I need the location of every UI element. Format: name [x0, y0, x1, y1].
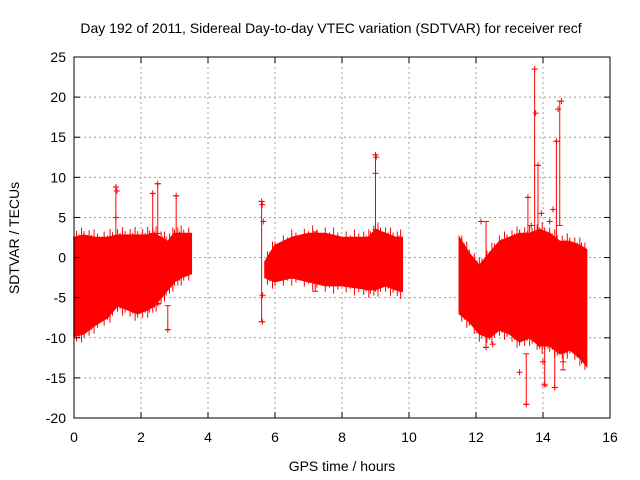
data-point: [478, 218, 485, 225]
data-point: [372, 170, 379, 177]
y-axis-label: SDTVAR / TECUs: [6, 182, 22, 294]
data-point: [550, 206, 557, 213]
data-point: [173, 192, 180, 199]
data-point: [545, 342, 552, 349]
data-point: [553, 138, 560, 145]
x-tick-label: 8: [338, 429, 346, 445]
data-point: [523, 401, 530, 408]
data-point: [536, 342, 543, 349]
data-point: [563, 346, 570, 353]
data-point: [560, 358, 567, 365]
x-tick-label: 0: [70, 429, 78, 445]
data-point: [154, 180, 161, 187]
x-tick-label: 10: [401, 429, 417, 445]
y-tick-labels: -20 -15 -10 -5 0 5 10 15 20 25: [46, 49, 66, 426]
x-tick-label: 16: [602, 429, 618, 445]
y-tick-label: -5: [54, 290, 67, 306]
data-point: [555, 106, 562, 113]
data-point: [112, 183, 119, 190]
data-point: [524, 194, 531, 201]
data-point: [516, 369, 523, 376]
data-point: [373, 154, 380, 161]
data-point: [558, 98, 565, 105]
data-point: [528, 222, 535, 229]
data-point: [489, 341, 496, 348]
data-point: [534, 162, 541, 169]
data-point: [531, 66, 538, 73]
y-tick-label: 20: [50, 89, 66, 105]
chart-title: Day 192 of 2011, Sidereal Day-to-day VTE…: [80, 20, 581, 36]
y-tick-label: -20: [46, 410, 66, 426]
y-tick-label: 0: [58, 250, 66, 266]
x-tick-label: 6: [271, 429, 279, 445]
data-point: [538, 210, 545, 217]
data-point: [259, 292, 266, 299]
x-tick-label: 4: [204, 429, 212, 445]
data-point: [541, 381, 548, 388]
data-layer: [73, 66, 588, 408]
y-tick-label: 10: [50, 169, 66, 185]
data-point: [532, 110, 539, 117]
x-tick-label: 12: [468, 429, 484, 445]
data-point: [164, 326, 171, 333]
data-point: [521, 234, 528, 241]
y-tick-label: -10: [46, 330, 66, 346]
data-point: [546, 218, 553, 225]
x-tick-label: 2: [137, 429, 145, 445]
data-point: [112, 214, 119, 221]
data-point: [483, 344, 490, 351]
data-point: [149, 190, 156, 197]
data-point: [259, 318, 266, 325]
axis-ticks: [73, 56, 611, 419]
data-point: [113, 187, 120, 194]
y-tick-label: 5: [58, 209, 66, 225]
data-point: [260, 218, 267, 225]
y-tick-label: -15: [46, 370, 66, 386]
data-point: [154, 300, 161, 307]
y-tick-label: 15: [50, 129, 66, 145]
x-tick-label: 14: [535, 429, 551, 445]
x-axis-label: GPS time / hours: [289, 458, 396, 474]
data-point: [540, 358, 546, 365]
data-point: [259, 201, 266, 208]
x-tick-labels: 0 2 4 6 8 10 12 14 16: [70, 429, 618, 445]
data-point: [258, 198, 265, 205]
y-tick-label: 25: [50, 49, 66, 65]
data-point: [551, 384, 558, 391]
